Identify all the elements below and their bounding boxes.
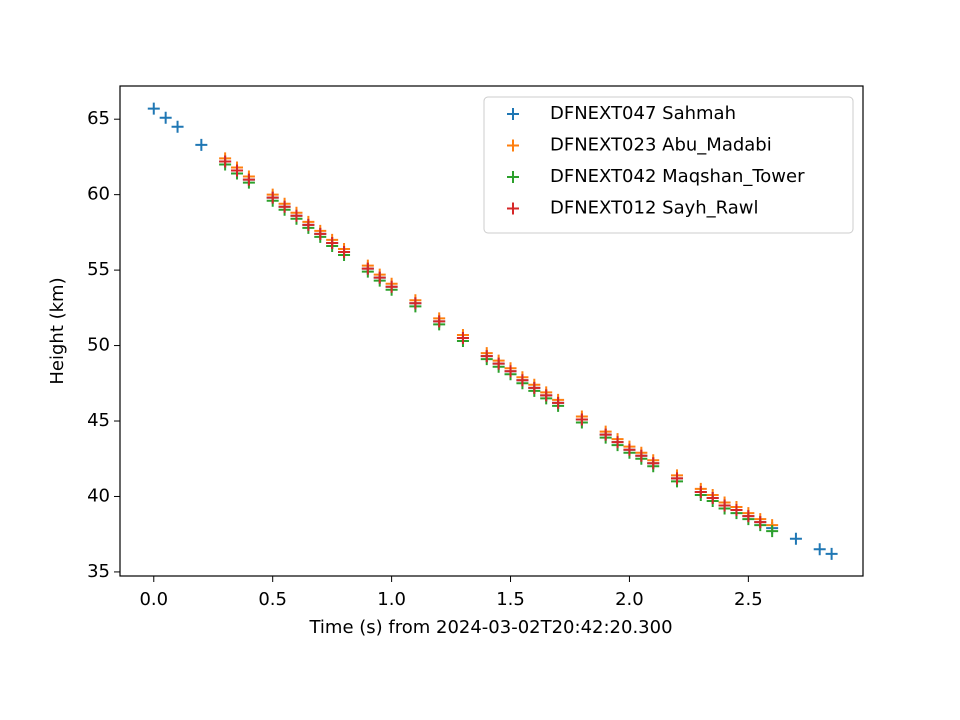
marker <box>361 262 374 275</box>
x-tick-label: 1.5 <box>496 589 525 610</box>
marker <box>706 491 719 504</box>
marker <box>290 209 303 222</box>
marker <box>409 297 422 310</box>
marker <box>789 532 802 545</box>
plot-frame <box>119 85 864 577</box>
marker <box>730 504 743 517</box>
y-tick-label: 60 <box>87 184 110 205</box>
marker <box>813 543 826 556</box>
legend-label: DFNEXT012 Sayh_Rawl <box>550 198 759 219</box>
marker <box>718 499 731 512</box>
marker <box>540 389 553 402</box>
marker <box>754 516 767 529</box>
marker <box>338 245 351 258</box>
marker <box>516 374 529 387</box>
marker <box>611 436 624 449</box>
marker <box>266 191 279 204</box>
x-tick-label: 1.0 <box>377 589 406 610</box>
legend-marker <box>507 171 519 183</box>
marker <box>742 510 755 523</box>
legend-label: DFNEXT023 Abu_Madabi <box>550 135 772 156</box>
x-tick-label: 2.0 <box>615 589 644 610</box>
marker <box>552 396 565 409</box>
marker <box>278 200 291 213</box>
marker <box>528 381 541 394</box>
marker <box>159 111 172 124</box>
marker <box>599 428 612 441</box>
marker <box>825 547 838 560</box>
marker <box>575 413 588 426</box>
marker <box>456 332 469 345</box>
marker <box>231 164 244 177</box>
marker <box>147 102 160 115</box>
y-axis-label: Height (km) <box>47 277 68 384</box>
marker <box>195 138 208 151</box>
marker <box>219 155 232 168</box>
legend-label: DFNEXT042 Maqshan_Tower <box>550 166 805 187</box>
x-tick-label: 2.5 <box>734 589 763 610</box>
marker <box>242 173 255 186</box>
y-tick-label: 45 <box>87 410 110 431</box>
marker <box>492 357 505 370</box>
marker <box>314 227 327 240</box>
marker <box>766 525 779 538</box>
marker <box>647 457 660 470</box>
legend-marker <box>507 139 519 152</box>
x-axis-label: Time (s) from 2024-03-02T20:42:20.300 <box>308 617 672 638</box>
marker <box>385 280 398 293</box>
y-tick-label: 40 <box>87 485 110 506</box>
marker <box>504 365 517 378</box>
marker <box>171 120 184 133</box>
marker <box>671 472 684 485</box>
marker <box>480 350 493 363</box>
marker <box>623 443 636 456</box>
marker <box>694 485 707 498</box>
x-tick-label: 0.0 <box>139 589 168 610</box>
y-tick-label: 35 <box>87 561 110 582</box>
y-tick-label: 50 <box>87 335 110 356</box>
marker <box>302 218 315 231</box>
y-tick-label: 55 <box>87 259 110 280</box>
legend-marker <box>507 108 519 120</box>
legend-box <box>483 96 854 234</box>
legend-marker <box>507 202 519 215</box>
marker <box>373 271 386 284</box>
y-tick-label: 65 <box>87 108 110 129</box>
legend-label: DFNEXT047 Sahmah <box>550 103 736 124</box>
marker <box>433 315 446 328</box>
marker <box>635 449 648 462</box>
x-tick-label: 0.5 <box>258 589 287 610</box>
marker <box>326 236 339 249</box>
